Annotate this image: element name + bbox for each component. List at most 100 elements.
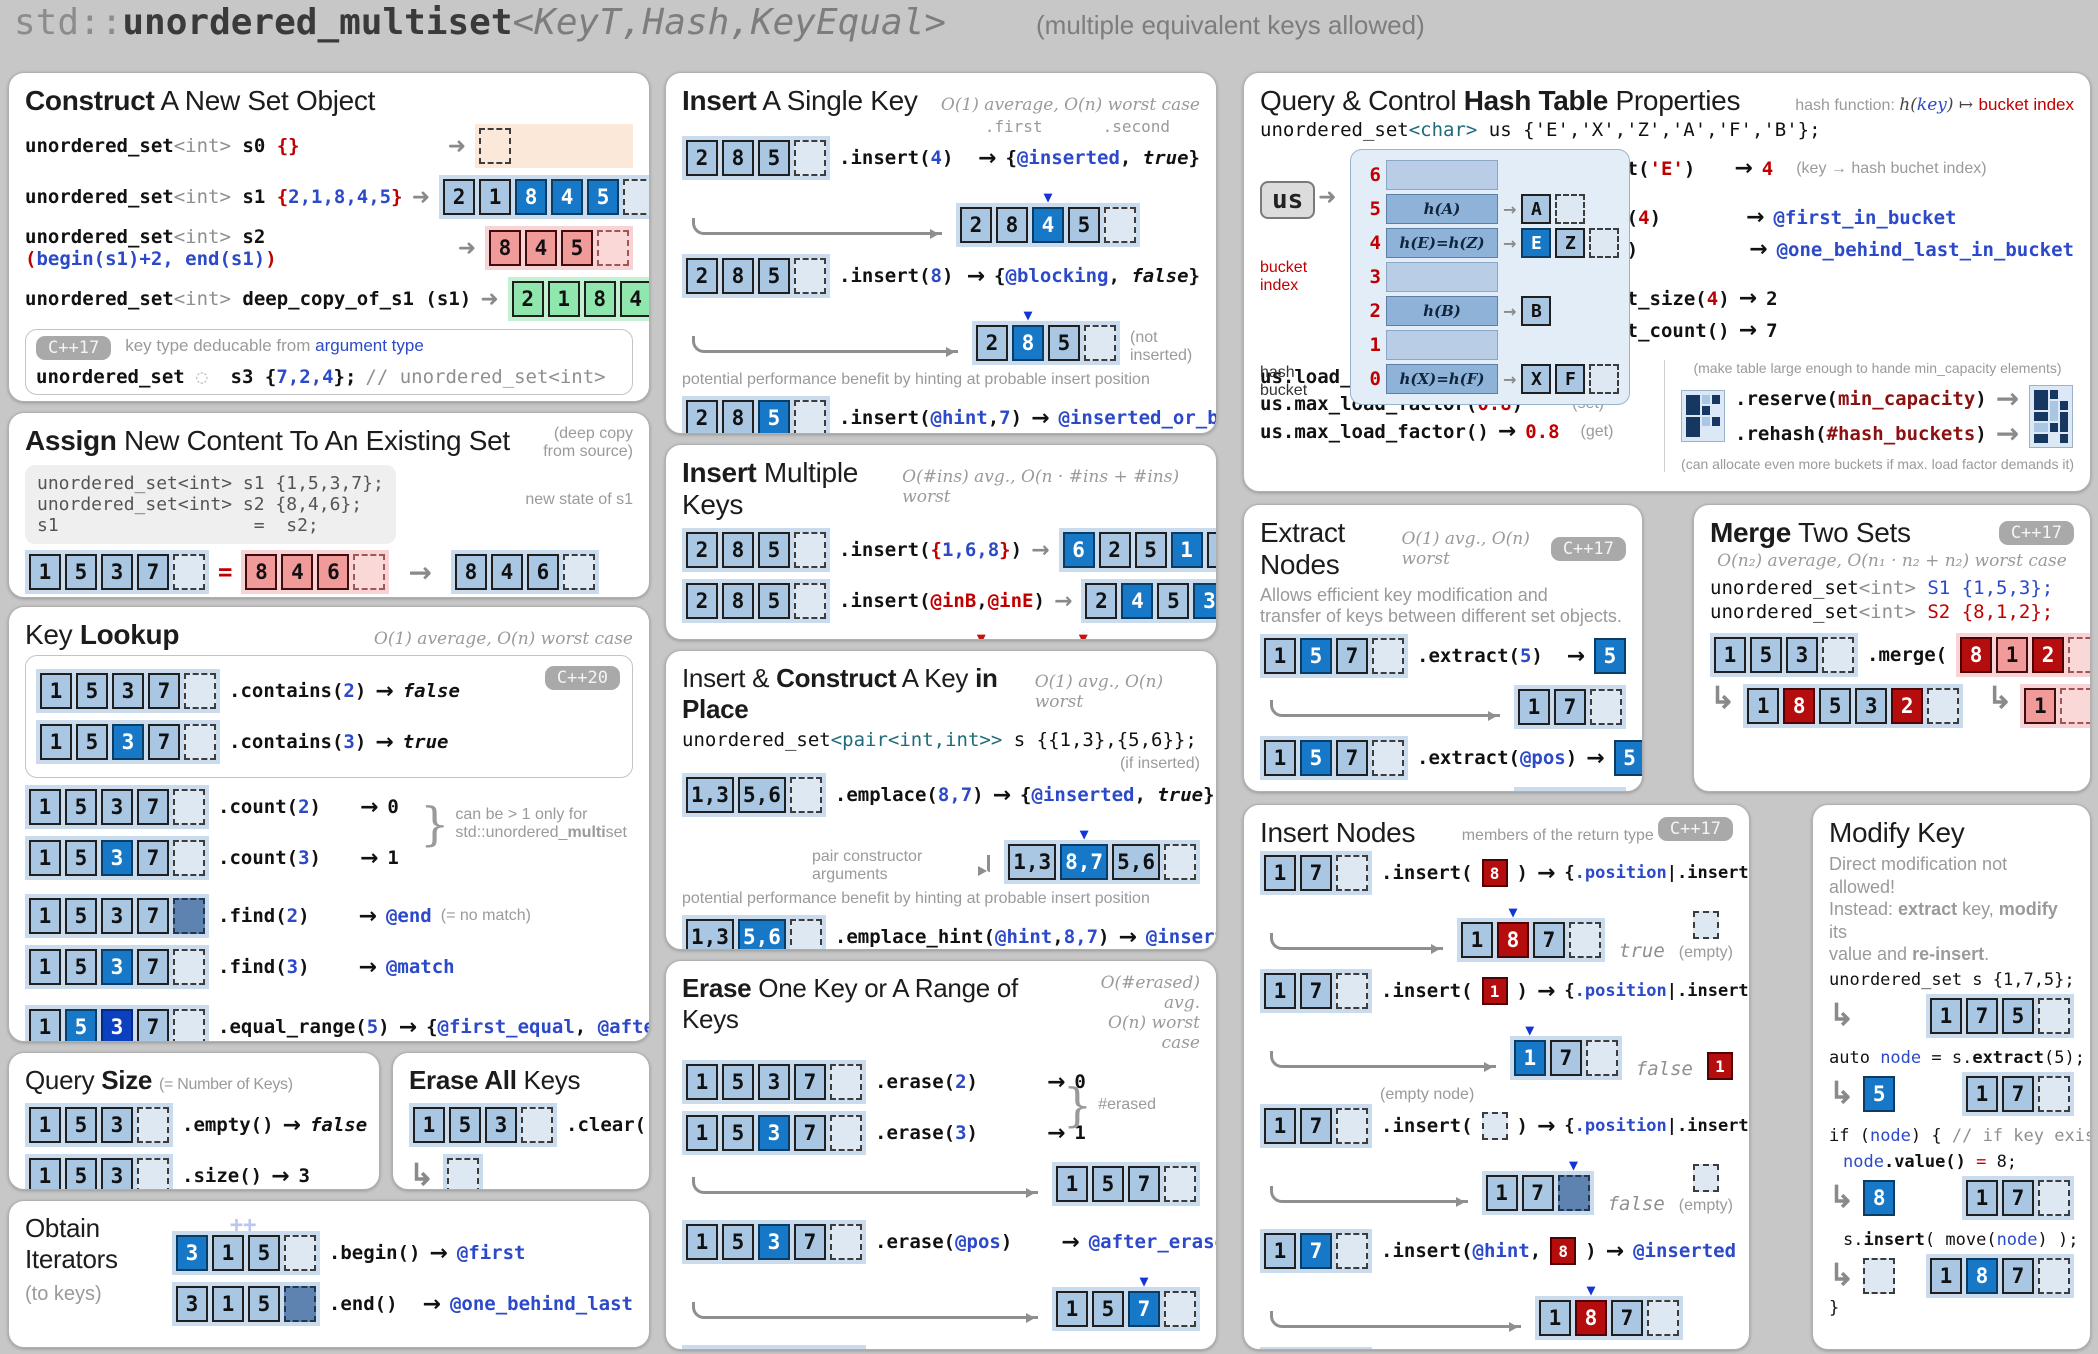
construct-row-deep-copy: unordered_set<int> deep_copy_of_s1 (s1) … bbox=[25, 277, 649, 321]
set-cell: 1 bbox=[29, 840, 61, 876]
method-call: .insert( bbox=[1381, 980, 1473, 1002]
method-call: .size() bbox=[182, 1165, 263, 1187]
result-arrow: → bbox=[271, 1163, 290, 1189]
return-hook-icon: ↳ bbox=[1829, 1076, 1855, 1110]
ctad-note: key type deducable from argument type bbox=[125, 336, 424, 355]
result-arrow: → bbox=[1746, 205, 1765, 230]
pair-args-note: pair constructor arguments bbox=[812, 848, 923, 883]
set-cell: 8 bbox=[515, 179, 548, 215]
panel-insert-single: Insert A Single Key O(1) average, O(n) w… bbox=[665, 72, 1217, 434]
set-cell: 1 bbox=[1264, 855, 1296, 891]
set-cell: 1 bbox=[29, 1107, 61, 1143]
bucket-size-row: .bucket_size(4) → 2 bbox=[1558, 286, 2074, 311]
set-cell: 8 bbox=[454, 554, 487, 590]
set-cell bbox=[1084, 325, 1116, 361]
set-cell: 1 bbox=[1170, 532, 1203, 568]
set-cell: 2 bbox=[2032, 637, 2065, 673]
set-cell bbox=[1589, 364, 1620, 394]
hash-table-icon-larger bbox=[2029, 384, 2074, 448]
first-label: .first bbox=[984, 117, 1043, 136]
node-box: 1 bbox=[1707, 1052, 1733, 1080]
set-cell bbox=[2060, 688, 2090, 724]
set-cell bbox=[1589, 228, 1620, 258]
bucket-index: 2 bbox=[1369, 300, 1381, 322]
set-cell bbox=[1585, 1040, 1618, 1076]
set-cell: 1 bbox=[29, 898, 61, 934]
set-cell: 5 bbox=[65, 840, 97, 876]
panel-modify-title: Modify Key bbox=[1829, 817, 1965, 848]
set-cell: 5 bbox=[758, 583, 790, 619]
result-arrow: → bbox=[1118, 924, 1137, 950]
set-cell: 2 bbox=[686, 258, 718, 294]
set-cell: 1 bbox=[1264, 1108, 1296, 1144]
set-cell bbox=[1647, 1300, 1679, 1336]
set-cell: 2 bbox=[686, 532, 718, 568]
iterators-title-1: Obtain bbox=[25, 1213, 100, 1243]
panel-merge: Merge Two Sets C++17 O(n₂) average, O(n₁… bbox=[1693, 504, 2091, 792]
set-cell: 5 bbox=[587, 179, 620, 215]
set-cell: 3 bbox=[101, 840, 133, 876]
members-note: members of the return type bbox=[1461, 827, 1654, 844]
result-iterator: @one_behind_last bbox=[449, 1293, 633, 1315]
insert-single-header: Insert A Single Key O(1) average, O(n) w… bbox=[682, 85, 1200, 117]
set-cell: 1,3 bbox=[686, 919, 734, 949]
set-cell bbox=[794, 532, 826, 568]
hash-function-note: hash function: h(key) ↦ bucket index bbox=[1795, 95, 2074, 115]
set-cell: 6 bbox=[1062, 532, 1095, 568]
set-cell: 5 bbox=[1819, 688, 1852, 724]
ctad-code: unordered_set ◌ s3 {7,2,4}; bbox=[36, 366, 357, 388]
iterators-title-block: Obtain Iterators (to keys) bbox=[25, 1213, 148, 1333]
modified-node: 8 bbox=[1863, 1179, 1896, 1216]
assign-body: unordered_set<int> s1 {1,5,3,7}; unorder… bbox=[25, 465, 633, 544]
node-insert-empty-result: 17 false (empty) bbox=[1260, 1155, 1733, 1215]
set-cell bbox=[2038, 997, 2070, 1034]
iterators-subtitle: (to keys) bbox=[25, 1283, 102, 1305]
result-arrow: → bbox=[978, 145, 997, 171]
set-cell bbox=[173, 898, 205, 934]
bucket-cell: h(E)=h(Z) bbox=[1386, 228, 1498, 258]
construct-s2-code: unordered_set<int> s2 (begin(s1)+2, end(… bbox=[25, 226, 277, 270]
bucket-index: 4 bbox=[1369, 232, 1381, 254]
chain-arrow: → bbox=[1503, 301, 1517, 321]
node-arg: 8 bbox=[1481, 859, 1508, 887]
assign-header: Assign New Content To An Existing Set (d… bbox=[25, 425, 633, 461]
hash-header: Query & Control Hash Table Properties ha… bbox=[1260, 85, 2074, 117]
result-arrow: → bbox=[1738, 286, 1758, 311]
set-cell: 5 bbox=[1750, 637, 1782, 673]
bucket-row-1: 1 bbox=[1361, 328, 1619, 362]
set-cell: 3 bbox=[175, 1235, 208, 1271]
set-cell: 7 bbox=[137, 949, 169, 985]
result-iterator: @match bbox=[385, 956, 455, 978]
set-cell: 4 bbox=[1121, 583, 1154, 619]
assign-code-block: unordered_set<int> s1 {1,5,3,7}; unorder… bbox=[25, 465, 396, 544]
set-cell bbox=[623, 179, 649, 215]
result-arrow: → bbox=[1046, 1069, 1066, 1095]
set-cell: 1 bbox=[1264, 1233, 1296, 1269]
maps-to-arrow: ➜ bbox=[480, 286, 499, 312]
set-cell bbox=[2038, 1179, 2070, 1216]
set-cell: 1 bbox=[1518, 791, 1550, 792]
ctad-comment: // unordered_set<int> bbox=[365, 366, 606, 388]
set-cell: 1 bbox=[1966, 1075, 1998, 1112]
set-cell: 3 bbox=[1193, 583, 1216, 619]
flow-arrow bbox=[692, 1177, 1038, 1198]
reserve-rehash-calls: .reserve(min_capacity) → .rehash(#hash_bu… bbox=[1735, 380, 2019, 452]
emplace-complexity: O(1) avg., O(n) worst bbox=[1034, 672, 1164, 712]
result-arrow: → bbox=[1536, 860, 1556, 886]
set-cell: 8 bbox=[722, 140, 754, 176]
close-paren: ) bbox=[1516, 980, 1528, 1002]
set-cell bbox=[137, 1158, 169, 1189]
result-arrow: → bbox=[966, 263, 986, 289]
return-type: {.position|.inserted|.node} bbox=[1564, 981, 1749, 1001]
set-cell: 5 bbox=[1863, 1075, 1896, 1112]
node-hint8-result: 187 bbox=[1260, 1280, 1733, 1340]
